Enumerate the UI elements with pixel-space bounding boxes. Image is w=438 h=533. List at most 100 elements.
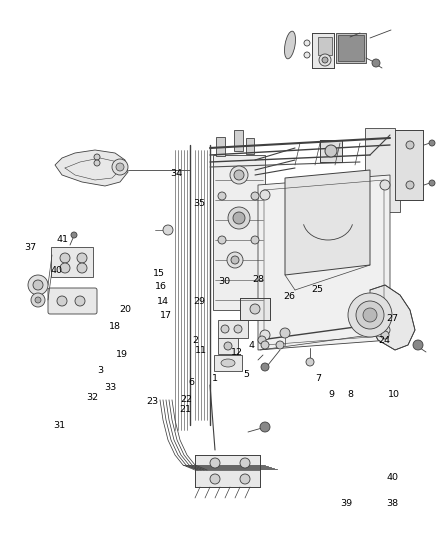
- Text: 9: 9: [328, 390, 335, 399]
- Circle shape: [319, 54, 331, 66]
- Circle shape: [218, 192, 226, 200]
- Ellipse shape: [285, 31, 296, 59]
- Text: 12: 12: [230, 348, 243, 357]
- Circle shape: [112, 159, 128, 175]
- Circle shape: [260, 190, 270, 200]
- Circle shape: [260, 422, 270, 432]
- Circle shape: [71, 232, 77, 238]
- Circle shape: [380, 325, 390, 335]
- FancyBboxPatch shape: [240, 298, 270, 320]
- Circle shape: [210, 458, 220, 468]
- FancyBboxPatch shape: [215, 136, 225, 156]
- Circle shape: [325, 145, 337, 157]
- FancyBboxPatch shape: [320, 140, 342, 162]
- Circle shape: [413, 340, 423, 350]
- Text: 28: 28: [252, 276, 264, 284]
- Polygon shape: [258, 175, 390, 350]
- Text: 23: 23: [146, 398, 159, 406]
- Text: 40: 40: [387, 473, 399, 481]
- Polygon shape: [365, 128, 400, 212]
- FancyBboxPatch shape: [233, 130, 243, 150]
- Text: 2: 2: [192, 336, 198, 344]
- Circle shape: [228, 207, 250, 229]
- Circle shape: [322, 57, 328, 63]
- Circle shape: [163, 225, 173, 235]
- Circle shape: [372, 59, 380, 67]
- Text: 39: 39: [340, 499, 352, 508]
- Circle shape: [221, 325, 229, 333]
- Text: 17: 17: [159, 311, 172, 320]
- Text: 32: 32: [86, 393, 98, 401]
- Text: 6: 6: [189, 378, 195, 387]
- Polygon shape: [213, 155, 265, 310]
- Text: 31: 31: [53, 421, 65, 430]
- Text: 24: 24: [378, 336, 391, 344]
- Text: 18: 18: [109, 322, 121, 331]
- Circle shape: [218, 236, 226, 244]
- Circle shape: [406, 141, 414, 149]
- Text: 11: 11: [194, 346, 207, 355]
- Circle shape: [250, 304, 260, 314]
- Circle shape: [251, 236, 259, 244]
- Circle shape: [261, 341, 269, 349]
- Text: 15: 15: [152, 270, 165, 278]
- Circle shape: [31, 293, 45, 307]
- Text: 10: 10: [388, 390, 400, 399]
- Polygon shape: [370, 285, 415, 350]
- Text: 4: 4: [249, 342, 255, 350]
- Circle shape: [356, 301, 384, 329]
- Circle shape: [94, 154, 100, 160]
- Circle shape: [210, 474, 220, 484]
- FancyBboxPatch shape: [338, 35, 364, 61]
- Text: 20: 20: [119, 305, 131, 313]
- Circle shape: [77, 263, 87, 273]
- Circle shape: [306, 358, 314, 366]
- Text: 37: 37: [24, 243, 36, 252]
- Circle shape: [35, 297, 41, 303]
- FancyBboxPatch shape: [51, 247, 93, 277]
- Circle shape: [251, 192, 259, 200]
- Circle shape: [77, 253, 87, 263]
- Circle shape: [304, 52, 310, 58]
- Circle shape: [57, 296, 67, 306]
- Text: 22: 22: [180, 395, 193, 403]
- Circle shape: [227, 252, 243, 268]
- Circle shape: [94, 160, 100, 166]
- FancyBboxPatch shape: [214, 355, 242, 371]
- Circle shape: [304, 40, 310, 46]
- Text: 35: 35: [193, 199, 205, 208]
- Circle shape: [261, 363, 269, 371]
- Text: 30: 30: [218, 277, 230, 286]
- Ellipse shape: [221, 359, 235, 367]
- Polygon shape: [55, 150, 128, 186]
- Circle shape: [116, 163, 124, 171]
- Circle shape: [363, 308, 377, 322]
- Text: 33: 33: [105, 383, 117, 392]
- Circle shape: [348, 293, 392, 337]
- FancyBboxPatch shape: [195, 455, 260, 487]
- FancyBboxPatch shape: [318, 37, 332, 55]
- Text: 5: 5: [243, 370, 249, 378]
- Text: 7: 7: [315, 374, 321, 383]
- Circle shape: [234, 325, 242, 333]
- Circle shape: [231, 256, 239, 264]
- Circle shape: [240, 474, 250, 484]
- Circle shape: [280, 328, 290, 338]
- Circle shape: [276, 341, 284, 349]
- Text: 41: 41: [57, 235, 69, 244]
- FancyBboxPatch shape: [336, 33, 366, 63]
- FancyBboxPatch shape: [246, 138, 254, 154]
- Circle shape: [429, 180, 435, 186]
- Text: 1: 1: [212, 374, 218, 383]
- Text: 38: 38: [386, 499, 398, 508]
- Text: 19: 19: [116, 350, 128, 359]
- Circle shape: [60, 253, 70, 263]
- Text: 16: 16: [155, 282, 167, 290]
- Circle shape: [33, 280, 43, 290]
- Circle shape: [380, 180, 390, 190]
- Circle shape: [234, 170, 244, 180]
- FancyBboxPatch shape: [218, 338, 238, 354]
- Text: 34: 34: [170, 169, 182, 178]
- Circle shape: [224, 342, 232, 350]
- Text: 27: 27: [386, 314, 399, 322]
